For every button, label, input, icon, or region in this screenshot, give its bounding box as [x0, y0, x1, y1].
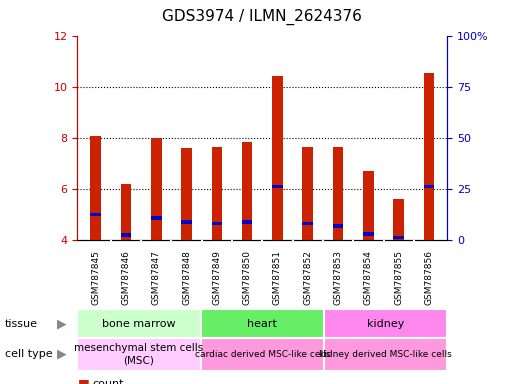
- Text: GSM787851: GSM787851: [273, 250, 282, 305]
- Bar: [151, 138, 162, 240]
- Bar: [424, 73, 434, 240]
- Bar: [151, 217, 162, 220]
- Text: GSM787853: GSM787853: [334, 250, 343, 305]
- Text: ▶: ▶: [56, 317, 66, 330]
- Text: GSM787848: GSM787848: [182, 250, 191, 305]
- Bar: [242, 142, 253, 240]
- Text: cell type: cell type: [5, 349, 53, 359]
- Bar: [121, 184, 131, 240]
- Text: GDS3974 / ILMN_2624376: GDS3974 / ILMN_2624376: [162, 9, 361, 25]
- Bar: [324, 309, 447, 338]
- Bar: [77, 338, 201, 371]
- Text: bone marrow: bone marrow: [102, 318, 176, 329]
- Bar: [211, 147, 222, 240]
- Bar: [393, 235, 404, 239]
- Text: GSM787854: GSM787854: [364, 250, 373, 305]
- Bar: [363, 171, 373, 240]
- Text: GSM787847: GSM787847: [152, 250, 161, 305]
- Bar: [211, 222, 222, 225]
- Bar: [333, 224, 344, 228]
- Bar: [393, 199, 404, 240]
- Text: GSM787855: GSM787855: [394, 250, 403, 305]
- Text: tissue: tissue: [5, 318, 38, 329]
- Bar: [201, 338, 324, 371]
- Bar: [424, 185, 434, 189]
- Bar: [201, 309, 324, 338]
- Bar: [324, 338, 447, 371]
- Text: ▶: ▶: [56, 348, 66, 361]
- Bar: [90, 136, 101, 240]
- Text: mesenchymal stem cells
(MSC): mesenchymal stem cells (MSC): [74, 343, 203, 365]
- Bar: [272, 185, 283, 189]
- Text: heart: heart: [247, 318, 277, 329]
- Bar: [272, 76, 283, 240]
- Bar: [181, 220, 192, 224]
- Bar: [363, 232, 373, 235]
- Text: GSM787846: GSM787846: [121, 250, 130, 305]
- Text: GSM787845: GSM787845: [91, 250, 100, 305]
- Bar: [333, 147, 344, 240]
- Text: ■: ■: [77, 377, 89, 384]
- Text: GSM787849: GSM787849: [212, 250, 221, 305]
- Text: kidney: kidney: [367, 318, 404, 329]
- Text: cardiac derived MSC-like cells: cardiac derived MSC-like cells: [195, 350, 330, 359]
- Bar: [302, 147, 313, 240]
- Text: GSM787852: GSM787852: [303, 250, 312, 305]
- Text: GSM787850: GSM787850: [243, 250, 252, 305]
- Text: kidney derived MSC-like cells: kidney derived MSC-like cells: [319, 350, 452, 359]
- Bar: [181, 149, 192, 240]
- Bar: [242, 220, 253, 224]
- Bar: [302, 222, 313, 225]
- Bar: [77, 309, 201, 338]
- Bar: [90, 213, 101, 217]
- Bar: [121, 233, 131, 237]
- Text: GSM787856: GSM787856: [425, 250, 434, 305]
- Text: count: count: [92, 379, 123, 384]
